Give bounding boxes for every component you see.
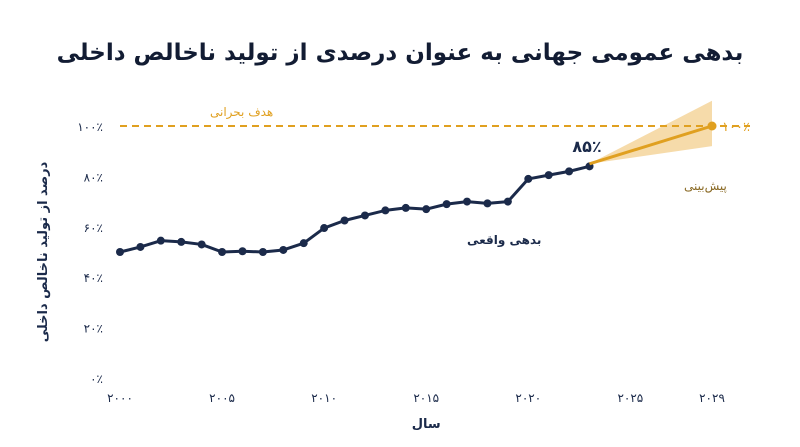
actual-debt-point bbox=[463, 197, 472, 206]
x-tick-label: ۲۰۰۰ bbox=[107, 391, 133, 405]
actual-debt-point bbox=[156, 236, 165, 245]
end-value-label: ۱۰۰٪ bbox=[722, 120, 750, 135]
axes-layer: ۰٪ ۲۰٪ ۴۰٪ ۶۰٪ ۸۰٪ ۱۰۰٪ ۲۰۰۰ ۲۰۰۵ ۲۰۱۰ ۲۰۱۵ ۲۰۲۰ ۲۰… bbox=[36, 120, 725, 432]
x-tick-label: ۲۰۱۵ bbox=[413, 391, 439, 405]
actual-debt-point bbox=[483, 199, 492, 208]
actual-debt-point bbox=[218, 248, 227, 256]
x-tick-label: ۲۰۲۹ bbox=[699, 391, 725, 405]
actual-debt-point bbox=[279, 245, 288, 254]
current-value-label: ۸۵٪ bbox=[572, 137, 601, 156]
actual-debt-point bbox=[381, 206, 390, 215]
threshold-label: هدف بحرانی bbox=[210, 105, 273, 120]
actual-debt-point bbox=[136, 242, 145, 251]
x-tick-label: ۲۰۰۵ bbox=[209, 391, 235, 405]
actual-debt-point bbox=[238, 247, 247, 256]
y-tick-label: ۱۰۰٪ bbox=[77, 120, 103, 134]
actual-debt-point bbox=[401, 203, 410, 212]
y-tick-label: ۶۰٪ bbox=[84, 221, 103, 235]
actual-debt-point bbox=[320, 224, 329, 233]
y-tick-label: ۰٪ bbox=[90, 372, 103, 386]
label-layer: بدهی واقعی پیش‌بینی ۸۵٪ ۱۰۰٪ bbox=[467, 120, 750, 248]
actual-debt-point bbox=[177, 237, 186, 246]
x-tick-label: ۲۰۲۰ bbox=[515, 391, 541, 405]
y-tick-label: ۸۰٪ bbox=[84, 170, 103, 184]
actual-debt-point bbox=[503, 197, 512, 206]
actual-debt-point bbox=[340, 216, 349, 225]
forecast-series-label: پیش‌بینی bbox=[684, 179, 727, 194]
actual-debt-point bbox=[544, 171, 553, 180]
forecast-band-layer bbox=[589, 100, 712, 164]
actual-series-label: بدهی واقعی bbox=[467, 233, 541, 248]
actual-debt-point bbox=[258, 248, 267, 256]
actual-debt-point bbox=[299, 239, 308, 248]
actual-debt-point bbox=[197, 240, 206, 249]
x-tick-label: ۲۰۱۰ bbox=[311, 391, 337, 405]
y-tick-label: ۴۰٪ bbox=[84, 271, 103, 285]
x-tick-label: ۲۰۲۵ bbox=[617, 391, 643, 405]
threshold-layer: هدف بحرانی bbox=[120, 105, 750, 127]
actual-debt-point bbox=[442, 200, 451, 209]
forecast-end-point bbox=[707, 121, 717, 131]
x-axis-title: سال bbox=[412, 417, 441, 432]
actual-debt-point bbox=[360, 211, 369, 220]
actual-debt-point bbox=[524, 174, 533, 183]
actual-debt-point bbox=[116, 248, 124, 256]
actual-debt-point bbox=[565, 167, 574, 176]
series-layer bbox=[116, 121, 717, 256]
actual-debt-point bbox=[422, 205, 431, 214]
y-tick-label: ۲۰٪ bbox=[84, 322, 103, 336]
forecast-confidence-band bbox=[589, 100, 712, 164]
chart-title: بدهی عمومی جهانی به عنوان درصدی از تولید… bbox=[56, 40, 744, 66]
y-axis-title: درصد از تولید ناخالص داخلی bbox=[36, 161, 51, 342]
forecast-line bbox=[589, 124, 713, 166]
